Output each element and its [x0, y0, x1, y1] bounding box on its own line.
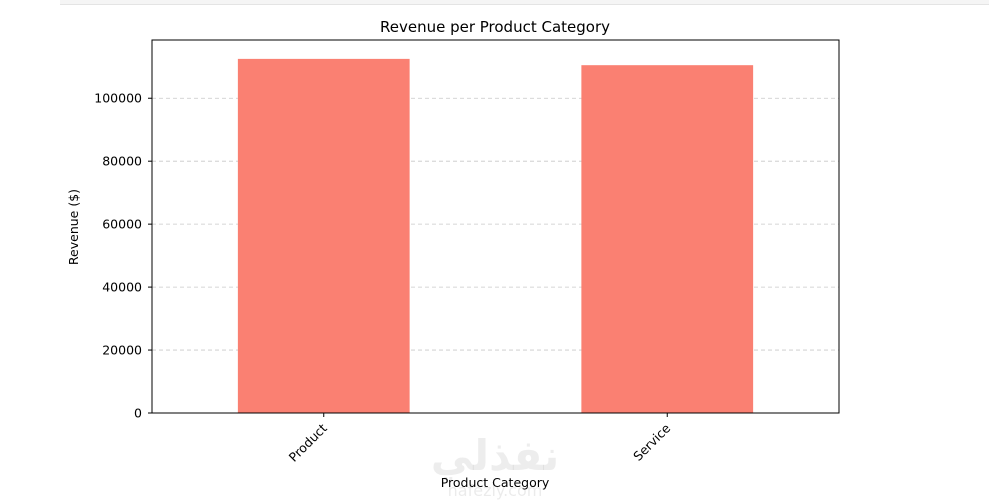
y-tick-label: 60000: [102, 217, 142, 232]
watermark-latin: nafezly.com: [448, 481, 543, 500]
bars: [237, 58, 754, 414]
y-tick-label: 20000: [102, 343, 142, 358]
x-tick-label: Product: [286, 420, 330, 464]
y-axis-ticks: 0 20000 40000 60000 80000 100000: [94, 91, 152, 421]
chart-title: Revenue per Product Category: [380, 18, 610, 36]
y-tick-label: 0: [134, 406, 142, 421]
y-tick-label: 80000: [102, 154, 142, 169]
top-strip: [60, 0, 989, 5]
plot-frame: [151, 39, 840, 414]
y-axis-label: Revenue ($): [66, 189, 81, 265]
x-tick-label: Service: [630, 420, 673, 463]
y-tick-label: 100000: [94, 91, 142, 106]
watermark-arabic: نفذلي: [431, 431, 560, 481]
bar-service: [581, 65, 754, 414]
x-axis-label: Product Category: [441, 475, 550, 490]
y-tick-label: 40000: [102, 280, 142, 295]
bar-product: [237, 58, 410, 413]
